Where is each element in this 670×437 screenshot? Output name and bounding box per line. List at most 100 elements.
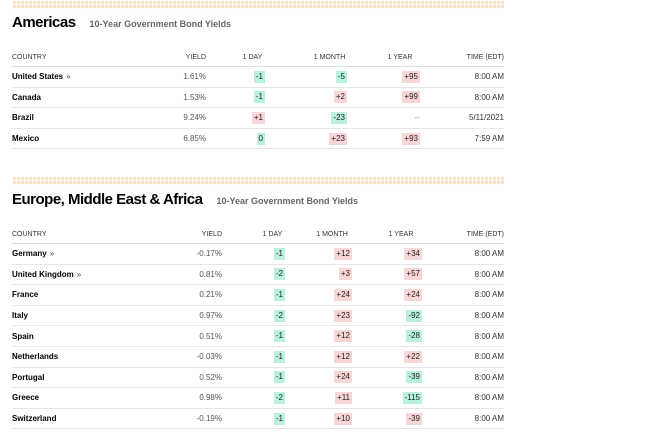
1month-change-cell: +24: [312, 368, 352, 388]
1day-change-cell: +1: [240, 108, 265, 128]
1month-change-cell: -5: [312, 67, 347, 87]
1year-change-cell: -92: [380, 306, 422, 326]
1day-change-cell: -1: [260, 285, 285, 305]
country-name: Mexico: [12, 134, 40, 144]
1day-change-cell: -2: [260, 265, 285, 285]
1day-change-badge: -2: [273, 268, 285, 281]
table-row: Brazil 9.24% +1 -23 -- 5/11/2021: [12, 108, 504, 129]
col-1year: 1 YEAR: [387, 53, 413, 61]
1month-change-badge: +11: [335, 391, 352, 404]
table-row: Netherlands -0.03% -1 +12 +22 8:00 AM: [12, 347, 504, 368]
country-name: Brazil: [12, 113, 34, 123]
country-cell: Netherlands: [12, 347, 58, 367]
country-name: Netherlands: [12, 352, 59, 362]
1day-change-badge: +1: [251, 111, 265, 124]
americas-section: Americas 10-Year Government Bond Yields …: [12, 14, 504, 150]
time-value: 8:00 AM: [474, 249, 504, 259]
country-cell: Greece: [12, 388, 39, 408]
country-link-arrow-icon[interactable]: »: [66, 72, 71, 82]
yield-value: 9.24%: [183, 113, 206, 123]
table-row: Greece 0.98% -2 +11 -115 8:00 AM: [12, 388, 504, 409]
country-cell: France: [12, 285, 38, 305]
1year-change-cell: +99: [380, 88, 420, 108]
country-cell[interactable]: United Kingdom»: [12, 265, 81, 285]
1day-change-badge: -1: [273, 330, 285, 343]
country-cell: Canada: [12, 88, 41, 108]
country-name[interactable]: United Kingdom: [12, 269, 74, 279]
country-link-arrow-icon[interactable]: »: [49, 249, 55, 259]
1year-change-badge: -39: [406, 371, 422, 384]
1month-change-badge: +23: [334, 309, 352, 322]
yield-value: 1.61%: [183, 72, 206, 82]
section-subtitle: 10-Year Government Bond Yields: [89, 19, 232, 29]
1year-change-cell: -39: [380, 409, 422, 429]
1month-change-badge: +23: [329, 132, 347, 145]
americas-rows: United States» 1.61% -1 -5 +95 8:00 AM Canada 1…: [12, 67, 504, 150]
1day-change-badge: 0: [256, 132, 265, 145]
time-value: 7:59 AM: [474, 134, 504, 144]
1year-change-badge: +24: [404, 288, 422, 301]
1day-change-cell: -2: [260, 306, 285, 326]
table-row: Portugal 0.52% -1 +24 -39 8:00 AM: [12, 368, 504, 389]
emea-rows: Germany» -0.17% -1 +12 +34 8:00 AM United King…: [12, 244, 504, 430]
country-name: France: [12, 290, 39, 300]
table-row: United States» 1.61% -1 -5 +95 8:00 AM: [12, 67, 504, 88]
yield-value: 0.21%: [199, 290, 222, 300]
1month-change-cell: +10: [312, 409, 352, 429]
yield-value: -0.17%: [196, 249, 222, 259]
section-subtitle: 10-Year Government Bond Yields: [216, 196, 359, 206]
1day-change-badge: -2: [273, 391, 285, 404]
1day-change-cell: -1: [260, 347, 285, 367]
1year-change-cell: +95: [380, 67, 420, 87]
col-1month: 1 MONTH: [313, 53, 346, 61]
yield-value: 0.81%: [199, 269, 222, 279]
country-cell: Switzerland: [12, 409, 56, 429]
table-row: Germany» -0.17% -1 +12 +34 8:00 AM: [12, 244, 504, 265]
1month-change-cell: +12: [312, 244, 352, 264]
1day-change-badge: -1: [273, 350, 285, 363]
col-time: TIME (EDT): [466, 53, 504, 61]
1month-change-cell: +2: [312, 88, 347, 108]
1day-change-badge: -1: [253, 70, 265, 83]
1year-change-badge: -92: [406, 309, 422, 322]
1day-change-badge: -1: [273, 288, 285, 301]
1year-change-cell: -28: [380, 326, 422, 346]
1year-change-badge: -115: [402, 391, 422, 404]
time-value: 8:00 AM: [474, 331, 504, 341]
1year-change-cell: -39: [380, 368, 422, 388]
country-name[interactable]: Germany: [12, 249, 47, 259]
yield-value: 0.51%: [199, 331, 222, 341]
time-value: 8:00 AM: [474, 72, 504, 82]
1month-change-badge: +10: [334, 412, 352, 425]
col-time: TIME (EDT): [466, 230, 504, 238]
country-name: Canada: [12, 92, 41, 102]
col-1day: 1 DAY: [242, 53, 263, 61]
yield-value: 0.52%: [199, 372, 222, 382]
table-row: United Kingdom» 0.81% -2 +3 +57 8:00 AM: [12, 265, 504, 286]
country-name[interactable]: United States: [12, 72, 64, 82]
time-value: 5/11/2021: [469, 113, 504, 123]
1month-change-badge: +24: [334, 371, 352, 384]
country-name: Spain: [12, 331, 34, 341]
time-value: 8:00 AM: [474, 372, 504, 382]
1day-change-cell: -2: [260, 388, 285, 408]
country-cell: Italy: [12, 306, 28, 326]
time-value: 8:00 AM: [474, 269, 504, 279]
1month-change-badge: +24: [334, 288, 352, 301]
1day-change-cell: -1: [260, 409, 285, 429]
col-1month: 1 MONTH: [316, 230, 348, 238]
1year-change-badge: +99: [402, 91, 420, 104]
1month-change-cell: -23: [312, 108, 347, 128]
1year-change-cell: --: [380, 108, 420, 128]
americas-header: Americas 10-Year Government Bond Yields: [12, 14, 504, 40]
col-country: COUNTRY: [12, 230, 47, 238]
country-link-arrow-icon[interactable]: »: [76, 269, 82, 279]
1month-change-badge: +12: [334, 350, 352, 363]
time-value: 8:00 AM: [474, 290, 504, 300]
1month-change-badge: +12: [334, 247, 352, 260]
emea-header: Europe, Middle East & Africa 10-Year Gov…: [12, 191, 504, 217]
country-cell[interactable]: Germany»: [12, 244, 54, 264]
1year-change-cell: -115: [380, 388, 422, 408]
country-cell[interactable]: United States»: [12, 67, 71, 87]
1year-change-cell: +93: [380, 129, 420, 149]
